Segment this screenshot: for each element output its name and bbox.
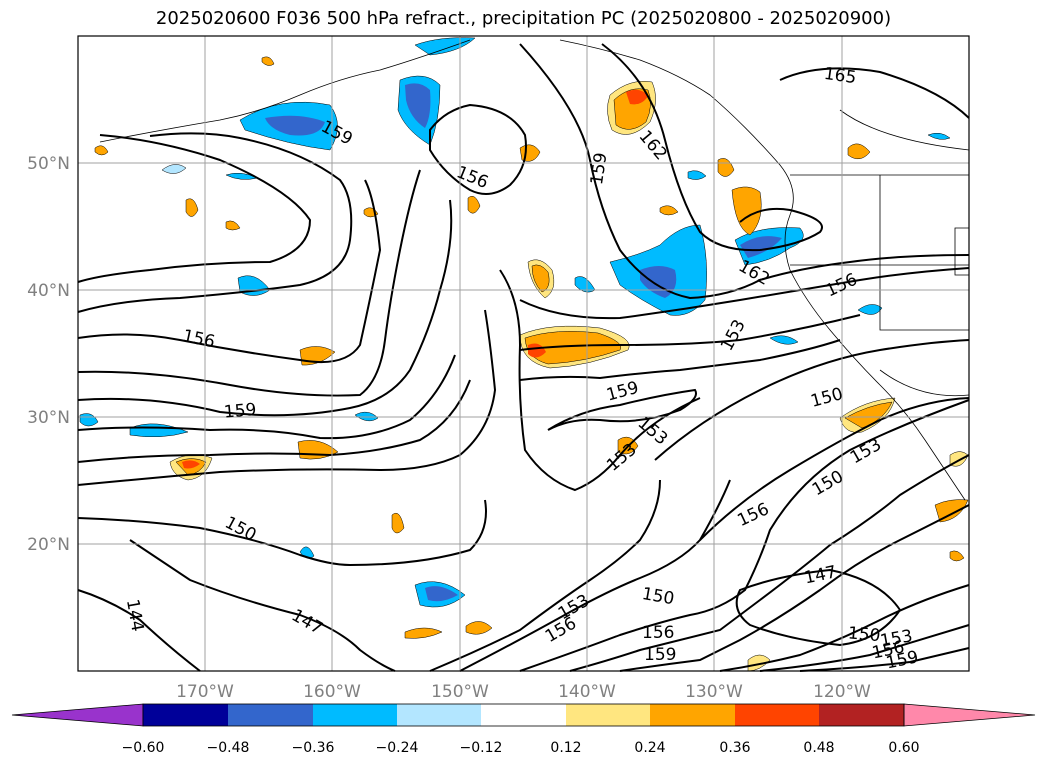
graticule [78, 36, 969, 671]
colorbar-tick: −0.60 [122, 740, 165, 756]
map-border [77, 35, 970, 672]
precip-blob [857, 304, 883, 315]
precip-blob [465, 621, 493, 635]
colorbar-segment [650, 704, 735, 726]
precip-blob [626, 89, 648, 105]
lon-label: 170°W [176, 682, 234, 702]
lon-label: 140°W [558, 682, 616, 702]
precip-blob [687, 170, 707, 180]
precipitation-shading [79, 37, 969, 672]
colorbar-tick: −0.24 [376, 740, 419, 756]
contour-label: 150 [847, 623, 881, 646]
contour-label: 156 [642, 623, 674, 643]
precip-blob [847, 143, 871, 160]
contour-label: 159 [644, 645, 676, 665]
precip-blob [934, 499, 969, 523]
lat-label: 50°N [27, 154, 70, 174]
colorbar-tick: 0.60 [888, 740, 919, 756]
colorbar-segment [566, 704, 650, 726]
colorbar-tick: 0.24 [634, 740, 665, 756]
precip-blob [524, 331, 621, 365]
precip-blob [740, 236, 782, 258]
colorbar-segment [313, 704, 397, 726]
longitude-labels: 170°W 160°W 150°W 140°W 130°W 120°W [176, 682, 871, 702]
precip-blob [404, 627, 443, 639]
colorbar-tick: −0.48 [207, 740, 250, 756]
precip-blob [161, 164, 187, 174]
colorbar-ticks: −0.60 −0.48 −0.36 −0.24 −0.12 0.12 0.24 … [122, 740, 920, 756]
colorbar-tick: −0.12 [460, 740, 503, 756]
colorbar-segment [481, 704, 566, 726]
contour-label: 159 [223, 400, 257, 423]
colorbar-tick: −0.36 [292, 740, 335, 756]
lon-label: 160°W [303, 682, 361, 702]
lon-label: 120°W [813, 682, 871, 702]
precip-blob [659, 205, 679, 216]
precip-blob [261, 56, 275, 66]
precip-blob [185, 198, 199, 217]
lon-label: 130°W [685, 682, 743, 702]
lat-label: 20°N [27, 535, 70, 555]
contour-label: 165 [823, 64, 858, 88]
colorbar [11, 703, 1036, 727]
colorbar-tick: 0.12 [550, 740, 581, 756]
precip-blob [949, 550, 965, 562]
colorbar-segment [819, 704, 904, 726]
precip-blob [265, 115, 325, 136]
latitude-labels: 50°N 40°N 30°N 20°N [27, 154, 70, 555]
precip-blob [769, 335, 799, 345]
precip-blob [391, 512, 405, 534]
lat-label: 40°N [27, 281, 70, 301]
precip-blob [94, 145, 109, 156]
precip-blob [467, 196, 481, 214]
map-area [78, 36, 969, 671]
colorbar-segment [397, 704, 481, 726]
precip-blob [405, 83, 431, 128]
colorbar-segment [228, 704, 313, 726]
precip-blob [531, 264, 550, 293]
map-title: 2025020600 F036 500 hPa refract., precip… [155, 8, 892, 29]
precip-blob [425, 586, 458, 602]
colorbar-segment [735, 704, 819, 726]
precip-blob [182, 460, 200, 469]
contour-label: 159 [587, 151, 611, 186]
colorbar-extend-high [903, 703, 1036, 727]
colorbar-extend-low [11, 703, 144, 727]
colorbar-tick: 0.48 [803, 740, 834, 756]
precip-blob [927, 132, 951, 140]
precip-blob [225, 220, 241, 231]
lon-label: 150°W [431, 682, 489, 702]
lat-label: 30°N [27, 408, 70, 428]
colorbar-tick: 0.36 [719, 740, 750, 756]
colorbar-segment [143, 704, 228, 726]
precip-blob [731, 186, 762, 236]
